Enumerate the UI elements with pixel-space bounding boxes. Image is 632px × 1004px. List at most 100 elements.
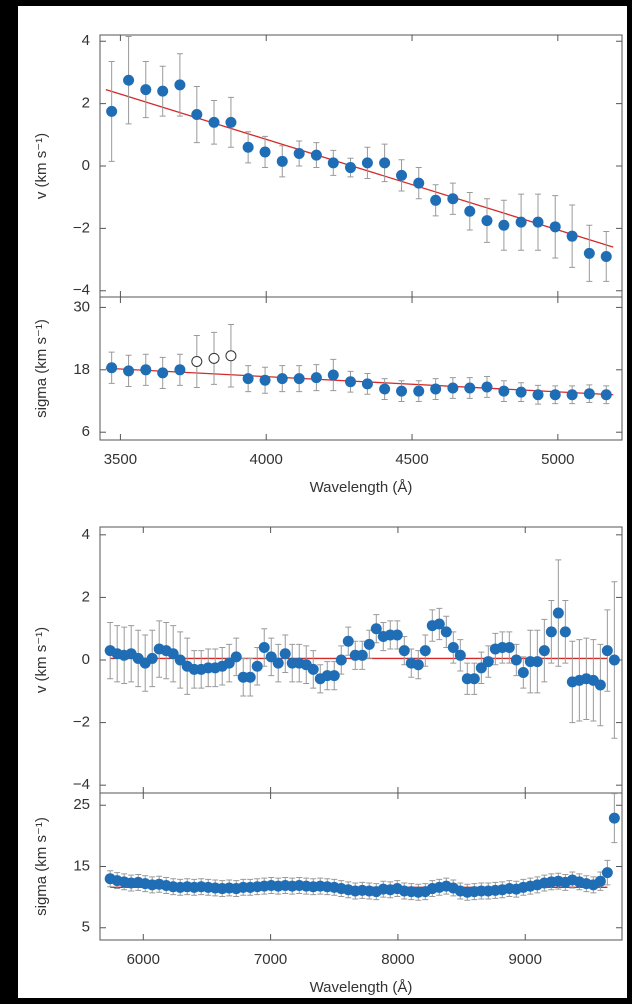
data-point [328, 670, 340, 682]
data-point [140, 364, 152, 376]
data-point [146, 652, 158, 664]
data-point [208, 116, 220, 128]
y-tick-label: −4 [73, 282, 90, 299]
data-point [191, 355, 203, 367]
data-point [412, 659, 424, 671]
data-point [123, 365, 135, 377]
data-point [259, 146, 271, 158]
data-point [454, 649, 466, 661]
y-tick-label: 0 [82, 651, 90, 668]
data-point [498, 219, 510, 231]
data-point [545, 626, 557, 638]
y-axis-label: v (km s⁻¹) [33, 627, 50, 693]
data-point [601, 867, 613, 879]
data-point [223, 657, 235, 669]
x-tick-label: 4000 [250, 451, 283, 468]
data-point [419, 645, 431, 657]
x-axis-label: Wavelength (Å) [310, 979, 413, 996]
data-point [310, 149, 322, 161]
data-point [396, 169, 408, 181]
data-point [174, 654, 186, 666]
data-point [594, 875, 606, 887]
data-point [244, 671, 256, 683]
data-point [583, 388, 595, 400]
data-point [413, 385, 425, 397]
y-axis-label: v (km s⁻¹) [33, 133, 50, 199]
figure-background [18, 6, 627, 998]
data-point [123, 74, 135, 86]
data-point [345, 162, 357, 174]
y-tick-label: 6 [82, 423, 90, 440]
data-point [531, 656, 543, 668]
data-point [447, 382, 459, 394]
data-point [293, 373, 305, 385]
data-point [361, 157, 373, 169]
data-point [594, 679, 606, 691]
data-point [327, 157, 339, 169]
data-point [413, 177, 425, 189]
data-point [258, 641, 270, 653]
data-point [335, 654, 347, 666]
x-tick-label: 4500 [395, 451, 428, 468]
data-point [566, 230, 578, 242]
data-point [559, 626, 571, 638]
data-point [396, 385, 408, 397]
y-tick-label: −4 [73, 776, 90, 793]
data-point [517, 667, 529, 679]
data-point [498, 385, 510, 397]
data-point [356, 649, 368, 661]
data-point [430, 383, 442, 395]
y-axis-label: sigma (km s⁻¹) [33, 319, 50, 418]
data-point [552, 607, 564, 619]
y-axis-label: sigma (km s⁻¹) [33, 817, 50, 916]
data-point [600, 389, 612, 401]
y-tick-label: 25 [73, 796, 90, 813]
data-point [310, 372, 322, 384]
data-point [608, 812, 620, 824]
y-tick-label: 18 [73, 361, 90, 378]
data-point [482, 656, 494, 668]
data-point [583, 247, 595, 259]
data-point [370, 623, 382, 635]
data-point [276, 155, 288, 167]
data-point [106, 105, 118, 117]
x-axis-label: Wavelength (Å) [310, 479, 413, 496]
data-point [225, 350, 237, 362]
data-point [106, 362, 118, 374]
data-point [272, 657, 284, 669]
data-point [464, 205, 476, 217]
data-point [475, 662, 487, 674]
data-point [430, 194, 442, 206]
data-point [191, 109, 203, 121]
data-point [251, 660, 263, 672]
data-point [379, 383, 391, 395]
data-point [157, 367, 169, 379]
data-point [208, 352, 220, 364]
data-point [503, 641, 515, 653]
data-point [345, 376, 357, 388]
x-tick-label: 9000 [509, 951, 542, 968]
data-point [481, 215, 493, 227]
data-point [342, 635, 354, 647]
data-point [307, 663, 319, 675]
data-point [174, 364, 186, 376]
data-point [363, 638, 375, 650]
y-tick-label: 5 [82, 919, 90, 936]
data-point [230, 651, 242, 663]
y-tick-label: 4 [82, 526, 90, 543]
y-tick-label: 0 [82, 157, 90, 174]
data-point [279, 648, 291, 660]
data-point [327, 369, 339, 381]
y-tick-label: 4 [82, 32, 90, 49]
data-point [601, 645, 613, 657]
x-tick-label: 3500 [104, 451, 137, 468]
fit-line [105, 88, 614, 248]
data-point [167, 648, 179, 660]
x-tick-label: 6000 [127, 951, 160, 968]
data-point [174, 79, 186, 91]
data-point [532, 389, 544, 401]
y-tick-label: −2 [73, 219, 90, 236]
data-point [140, 84, 152, 96]
